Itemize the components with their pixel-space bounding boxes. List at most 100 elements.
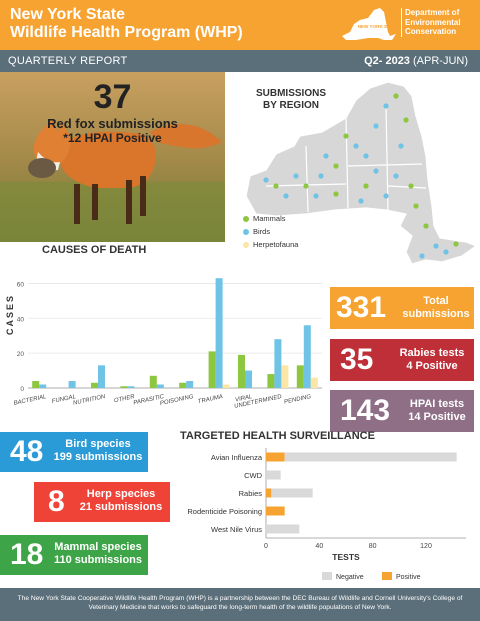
submission-dot (398, 143, 404, 149)
submission-dot (393, 93, 399, 99)
dec-logo: NEW YORK STATE Department of Environment… (338, 4, 476, 46)
submission-dot (393, 173, 399, 179)
x-tick-label: VIRAL (235, 394, 253, 403)
new-york-state-icon: NEW YORK STATE (342, 8, 399, 40)
rabies-label-line2: 4 Positive (406, 360, 458, 372)
legend-label-negative: Negative (336, 574, 364, 581)
mammal-label-line1: Mammal species (54, 541, 142, 553)
fox-count: 37 (93, 78, 132, 116)
y-tick-label: 20 (17, 351, 25, 358)
category-label: Rodenticide Poisoning (187, 507, 262, 516)
mammal-label-line2: 110 submissions (53, 554, 143, 566)
rabies-number: 35 (340, 343, 374, 376)
submission-dot (363, 183, 369, 189)
bird-species-number: 48 (10, 435, 44, 468)
map-title: SUBMISSIONS BY REGION (246, 88, 336, 112)
category-label: Rabies (239, 489, 263, 498)
bar-mammals-bacterial (32, 381, 40, 388)
map-title-line2: BY REGION (263, 100, 319, 111)
herpetofauna-legend-label: Herpetofauna (253, 240, 299, 249)
submission-dot (323, 153, 329, 159)
bar-birds-parasitic (156, 384, 164, 388)
bar-herpetofauna-undetermined (281, 365, 289, 388)
submission-dot (403, 117, 409, 123)
bar-birds-other (127, 386, 135, 388)
bar-mammals-pending (296, 365, 304, 388)
page-title-line2: Wildlife Health Program (WHP) (10, 24, 243, 41)
x-tick-label: PENDING (284, 394, 312, 406)
submission-dot (419, 253, 425, 259)
rabies-label-line1: Rabies tests (399, 347, 465, 359)
quarter-months: (APR-JUN) (413, 55, 468, 67)
bar-mammals-nutrition (91, 382, 98, 388)
x-tick-label: BACTERIAL (13, 394, 47, 407)
herp-label-line2: 21 submissions (79, 501, 163, 513)
birds-swatch (243, 229, 249, 236)
page-title-line1: New York State (10, 6, 126, 23)
bird-species-box: 48 Bird species 199 submissions (0, 432, 148, 472)
x-tick-label: TRAUMA (197, 394, 223, 405)
herp-species-box: 8 Herp species 21 submissions (34, 482, 170, 522)
x-tick-label: 120 (420, 543, 432, 550)
submission-dot (453, 241, 459, 247)
submission-dot (263, 177, 269, 183)
submission-dot (353, 143, 359, 149)
submission-dot (293, 173, 299, 179)
y-tick-label: 40 (17, 316, 25, 323)
submission-dot (358, 198, 364, 204)
surveillance-title: TARGETED HEALTH SURVEILLANCE (180, 430, 375, 442)
hpai-tests-box: 143 HPAI tests 14 Positive (330, 390, 474, 432)
legend-label-positive: Positive (396, 574, 421, 581)
submission-dot (333, 163, 339, 169)
bar-mammals-viral (238, 354, 245, 388)
mammal-species-number: 18 (10, 538, 44, 571)
fox-hpai-note: *12 HPAI Positive (63, 131, 162, 145)
category-label: West Nile Virus (211, 525, 262, 534)
bar-birds-pending (303, 325, 311, 388)
hpai-label: HPAI tests 14 Positive (402, 398, 472, 424)
submission-dot (318, 173, 324, 179)
bar-negative-west-nile-virus (266, 524, 300, 534)
mammal-species-label: Mammal species 110 submissions (50, 541, 146, 567)
x-tick-label: FUNGAL (51, 394, 76, 405)
bar-birds-bacterial (39, 384, 47, 388)
state-label: NEW YORK STATE (358, 24, 399, 29)
bird-label-line1: Bird species (65, 438, 131, 450)
submission-dot (373, 168, 379, 174)
ny-region-map (245, 81, 478, 265)
category-label: Avian Influenza (211, 453, 263, 462)
bar-mammals-parasitic (149, 375, 157, 388)
map-legend-herpetofauna: Herpetofauna (243, 240, 298, 249)
red-fox-photo: 37 Red fox submissions *12 HPAI Positive (0, 72, 225, 242)
submission-dot (333, 191, 339, 197)
x-tick-label: OTHER (114, 394, 136, 404)
herp-label-line1: Herp species (86, 488, 156, 500)
header-bar: New York State Wildlife Health Program (… (0, 0, 480, 50)
submission-dot (413, 203, 419, 209)
x-axis-label: TESTS (332, 552, 360, 562)
birds-legend-label: Birds (253, 227, 271, 236)
dec-logo-text: Department of Environmental Conservation (401, 8, 473, 37)
submission-dot (383, 193, 389, 199)
bar-negative-avian-influenza (284, 452, 457, 462)
mammals-swatch (243, 216, 249, 223)
submission-dot (423, 223, 429, 229)
x-tick-label: NUTRITION (73, 394, 107, 407)
dec-line2: Environmental (405, 17, 461, 27)
rabies-label: Rabies tests 4 Positive (392, 347, 472, 373)
bar-herpetofauna-pending (310, 377, 318, 388)
bar-birds-undetermined (274, 339, 282, 388)
bar-mammals-undetermined (267, 374, 275, 388)
dec-line1: Department of (405, 8, 460, 17)
y-tick-label: 0 (20, 386, 24, 393)
dec-line3: Conservation (405, 27, 457, 36)
bar-negative-cwd (266, 470, 281, 480)
bar-herpetofauna-trauma (222, 384, 230, 388)
quarter-label: Q2- 2023 (APR-JUN) (364, 55, 468, 67)
fox-illustration (0, 72, 225, 242)
bar-positive-avian-influenza (266, 452, 285, 462)
bird-species-label: Bird species 199 submissions (52, 438, 144, 464)
rabies-tests-box: 35 Rabies tests 4 Positive (330, 339, 474, 381)
footer-text: The New York State Cooperative Wildlife … (17, 595, 463, 611)
bar-mammals-trauma (208, 351, 216, 388)
